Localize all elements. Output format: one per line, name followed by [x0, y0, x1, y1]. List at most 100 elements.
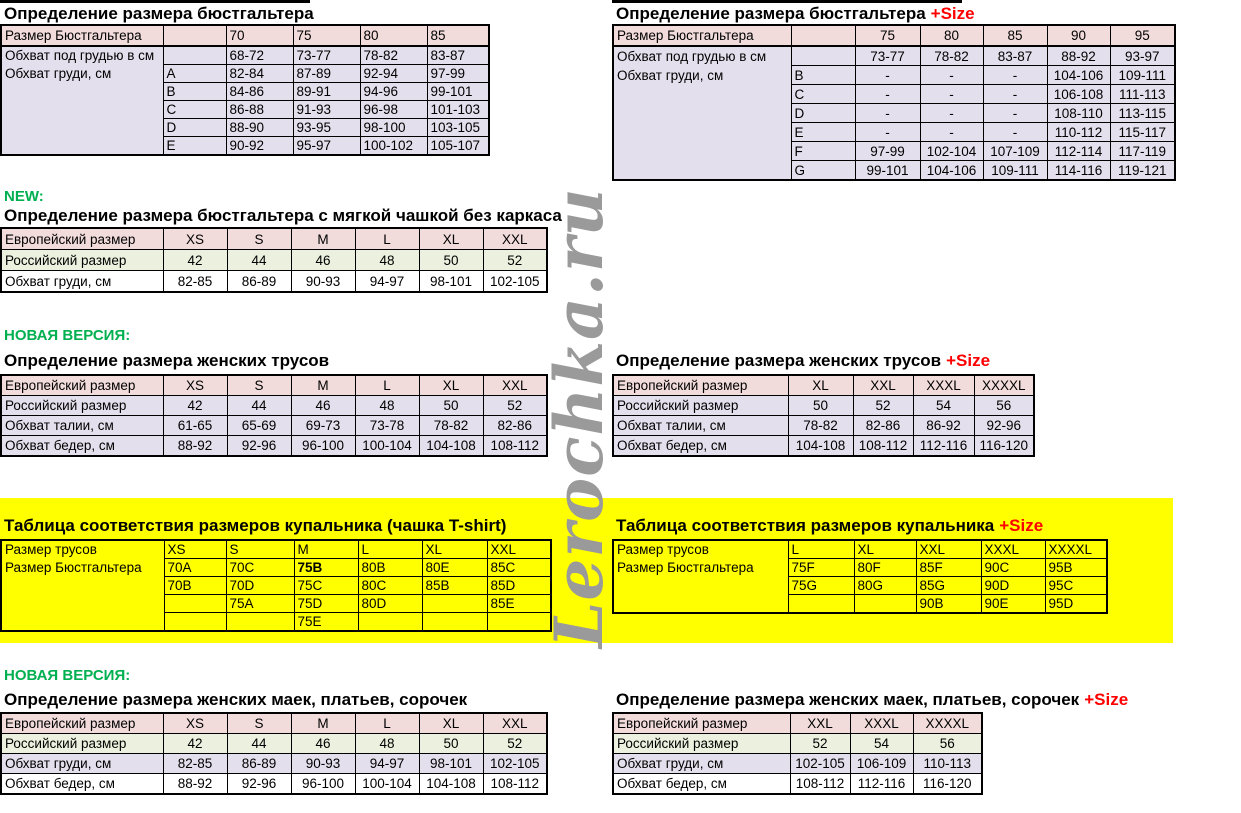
- table-cell: 78-82: [919, 45, 984, 66]
- table-cell: 90-93: [290, 753, 356, 774]
- table-cell: 103-105: [426, 118, 490, 137]
- table-cell: 48: [354, 395, 420, 416]
- table-cell: 52: [789, 733, 851, 754]
- table-cell: 104-108: [418, 435, 484, 457]
- table-cell: -: [854, 65, 921, 85]
- table-cell: 85F: [915, 558, 982, 577]
- table-cell: 94-97: [354, 753, 420, 774]
- plus-size-label: +Size: [999, 516, 1044, 535]
- table-cell: Обхват талии, см: [0, 415, 164, 436]
- table-cell: [790, 24, 856, 47]
- table-cell: 109-111: [1109, 65, 1176, 85]
- table-cell: 90: [1046, 24, 1111, 47]
- table-cell: 95: [1109, 24, 1176, 47]
- table-cell: Обхват бедер, см: [0, 435, 164, 457]
- table-cell: XL: [418, 227, 484, 250]
- table-cell: 78-82: [787, 415, 854, 436]
- soft-cup-bra-table: Европейский размер XS S M L XL XXL Российский р…: [0, 227, 548, 293]
- table-cell: L: [354, 227, 420, 250]
- table-cell: 97-99: [426, 64, 490, 83]
- title-bra-right: Определение размера бюстгальтера +Size: [616, 4, 975, 24]
- table-cell: 99-101: [854, 160, 921, 181]
- table-cell: 56: [973, 395, 1035, 416]
- table-cell: 85D: [486, 576, 552, 595]
- table-cell: 96-100: [290, 435, 356, 457]
- table-cell: C: [790, 84, 856, 104]
- table-cell: 73-77: [854, 45, 921, 66]
- table-cell: S: [226, 374, 292, 396]
- table-cell: Обхват груди, см: [612, 753, 791, 774]
- title-maek-left: Определение размера женских маек, платье…: [4, 690, 467, 710]
- table-cell: 44: [226, 733, 292, 754]
- table-cell: 112-114: [1046, 141, 1111, 161]
- table-cell: [162, 24, 227, 47]
- table-cell: 90B: [915, 594, 982, 614]
- table-cell: 50: [787, 395, 854, 416]
- table-cell: Размер Бюстгальтера: [612, 558, 789, 577]
- table-cell: 48: [354, 733, 420, 754]
- table-cell: 80D: [357, 594, 423, 613]
- table-cell: 90-92: [225, 136, 294, 156]
- table-cell: 83-87: [982, 45, 1048, 66]
- table-cell: XXXL: [912, 374, 975, 396]
- table-cell: 90D: [980, 576, 1046, 595]
- table-cell: [612, 576, 789, 595]
- table-cell: [0, 594, 165, 613]
- table-cell: 44: [226, 395, 292, 416]
- title-text: Определение размера женских трусов: [4, 351, 330, 370]
- table-cell: Размер трусов: [0, 539, 165, 559]
- table-cell: 80C: [357, 576, 423, 595]
- table-cell: 97-99: [854, 141, 921, 161]
- table-cell: 75G: [787, 576, 855, 595]
- panties-size-table: Европейский размер XS S M L XL XXL Российский р…: [0, 374, 548, 457]
- table-cell: 95C: [1044, 576, 1108, 595]
- table-cell: C: [162, 100, 227, 119]
- table-cell: 104-108: [418, 773, 484, 795]
- table-cell: 95D: [1044, 594, 1108, 614]
- table-cell: E: [162, 136, 227, 156]
- table-cell: 82-86: [482, 415, 548, 436]
- table-cell: [612, 122, 792, 142]
- table-cell: XL: [418, 374, 484, 396]
- title-text: Определение размера бюстгальтера с мягко…: [4, 206, 562, 225]
- table-cell: 52: [852, 395, 914, 416]
- table-cell: XS: [162, 227, 228, 250]
- table-cell: [612, 160, 792, 181]
- table-cell: [612, 141, 792, 161]
- table-cell: 70B: [163, 576, 227, 595]
- table-cell: [612, 84, 792, 104]
- table-cell: 87-89: [292, 64, 361, 83]
- title-text: Определение размера бюстгальтера: [616, 4, 926, 23]
- table-cell: XL: [421, 539, 488, 559]
- table-cell: Обхват бедер, см: [0, 773, 164, 795]
- table-cell: 48: [354, 249, 420, 271]
- label-new-version-2: НОВАЯ ВЕРСИЯ:: [4, 667, 131, 684]
- table-cell: 108-110: [1046, 103, 1111, 123]
- top-border-artifact-right: [612, 0, 962, 3]
- table-cell: 104-106: [919, 160, 984, 181]
- table-cell: 104-106: [1046, 65, 1111, 85]
- table-cell: XXXXL: [912, 712, 983, 734]
- table-cell: Обхват бедер, см: [612, 773, 791, 795]
- table-cell: Российский размер: [0, 249, 164, 271]
- table-cell: 54: [849, 733, 914, 754]
- table-cell: XXXXL: [973, 374, 1035, 396]
- table-cell: [163, 612, 227, 632]
- table-cell: 50: [418, 733, 484, 754]
- table-cell: 88-92: [1046, 45, 1111, 66]
- table-cell: [225, 612, 295, 632]
- table-cell: 46: [290, 395, 356, 416]
- table-cell: Обхват груди, см: [0, 270, 164, 293]
- table-cell: 91-93: [292, 100, 361, 119]
- table-cell: -: [982, 103, 1048, 123]
- label-new: NEW:: [4, 188, 44, 205]
- table-cell: 102-105: [482, 753, 548, 774]
- table-cell: Обхват под грудью в см: [0, 45, 164, 65]
- bra-size-table: Размер Бюстгальтера 70 75 80 85 Обхват под гр…: [0, 24, 490, 156]
- table-cell: 86-89: [226, 270, 292, 293]
- table-cell: 80: [359, 24, 428, 47]
- table-cell: 54: [912, 395, 975, 416]
- table-cell: Обхват бедер, см: [612, 435, 789, 457]
- table-cell: 104-108: [787, 435, 854, 457]
- table-cell: 108-112: [852, 435, 914, 457]
